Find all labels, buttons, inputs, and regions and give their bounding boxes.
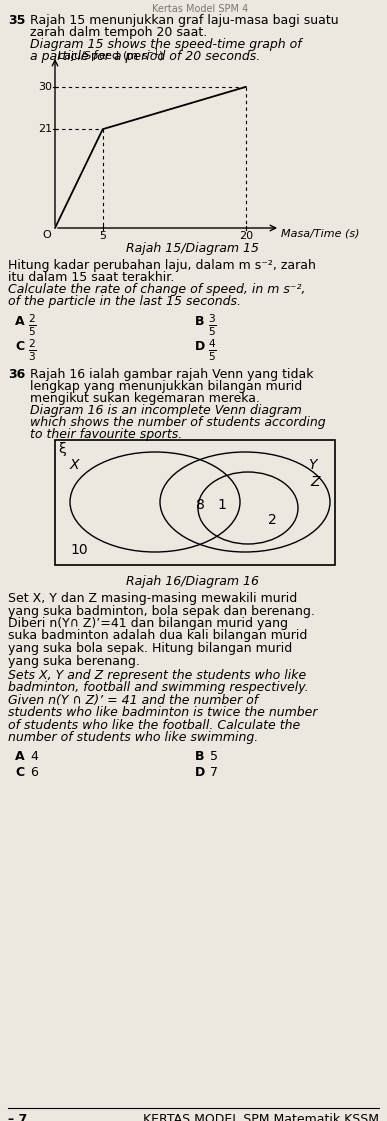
Text: 35: 35 [8,13,26,27]
Text: Masa/Time (s): Masa/Time (s) [281,229,360,239]
Text: of students who like the football. Calculate the: of students who like the football. Calcu… [8,719,300,732]
Text: to their favourite sports.: to their favourite sports. [30,428,182,441]
Text: KERTAS MODEL SPM Matematik KSSM: KERTAS MODEL SPM Matematik KSSM [143,1113,379,1121]
Text: lengkap yang menunjukkan bilangan murid: lengkap yang menunjukkan bilangan murid [30,380,302,393]
Text: 20: 20 [239,231,253,241]
Text: Z: Z [310,475,320,489]
Text: ξ: ξ [58,442,66,456]
Text: O: O [42,230,51,240]
Text: 8: 8 [195,498,204,512]
Text: C: C [15,766,24,779]
Text: B: B [195,315,204,328]
Text: A: A [15,315,25,328]
Text: 1: 1 [217,498,226,512]
Text: D: D [195,766,205,779]
Text: Y: Y [308,458,317,472]
Text: Diagram 15 shows the speed-time graph of: Diagram 15 shows the speed-time graph of [30,38,301,50]
Text: $\frac{4}{5}$: $\frac{4}{5}$ [208,337,217,362]
Text: D: D [195,340,205,353]
Text: Set X, Y dan Z masing-masing mewakili murid: Set X, Y dan Z masing-masing mewakili mu… [8,592,297,605]
Text: 10: 10 [70,543,87,557]
Text: a particle for a period of 20 seconds.: a particle for a period of 20 seconds. [30,50,260,63]
Text: itu dalam 15 saat terakhir.: itu dalam 15 saat terakhir. [8,271,174,284]
Text: 7: 7 [210,766,218,779]
Text: 36: 36 [8,368,25,381]
Text: $\frac{3}{5}$: $\frac{3}{5}$ [208,312,217,337]
Text: yang suka badminton, bola sepak dan berenang.: yang suka badminton, bola sepak dan bere… [8,604,315,618]
Text: Calculate the rate of change of speed, in m s⁻²,: Calculate the rate of change of speed, i… [8,282,305,296]
Text: which shows the number of students according: which shows the number of students accor… [30,416,325,429]
Text: Laju/Speed (m s$^{-1}$): Laju/Speed (m s$^{-1}$) [57,46,164,65]
Text: Kertas Model SPM 4: Kertas Model SPM 4 [152,4,248,13]
Text: Given n(Y ∩ Z)’ = 41 and the number of: Given n(Y ∩ Z)’ = 41 and the number of [8,694,258,707]
Text: Rajah 16/Diagram 16: Rajah 16/Diagram 16 [127,575,260,589]
Text: 5: 5 [99,231,106,241]
Text: X: X [70,458,79,472]
Text: Rajah 15/Diagram 15: Rajah 15/Diagram 15 [127,242,260,254]
Text: $\frac{2}{3}$: $\frac{2}{3}$ [28,337,37,362]
Text: B: B [195,750,204,763]
Text: Diagram 16 is an incomplete Venn diagram: Diagram 16 is an incomplete Venn diagram [30,404,302,417]
Text: Rajah 16 ialah gambar rajah Venn yang tidak: Rajah 16 ialah gambar rajah Venn yang ti… [30,368,313,381]
Text: 4: 4 [30,750,38,763]
Text: number of students who like swimming.: number of students who like swimming. [8,732,258,744]
Text: Diberi n(Y∩ Z)’=41 dan bilangan murid yang: Diberi n(Y∩ Z)’=41 dan bilangan murid ya… [8,617,288,630]
Text: A: A [15,750,25,763]
Text: 30: 30 [38,82,52,92]
Text: students who like badminton is twice the number: students who like badminton is twice the… [8,706,317,720]
Text: 5: 5 [210,750,218,763]
Text: Hitung kadar perubahan laju, dalam m s⁻², zarah: Hitung kadar perubahan laju, dalam m s⁻²… [8,259,316,272]
Text: 21: 21 [38,124,52,135]
Text: C: C [15,340,24,353]
Text: of the particle in the last 15 seconds.: of the particle in the last 15 seconds. [8,295,241,308]
Text: yang suka berenang.: yang suka berenang. [8,655,140,667]
Text: Sets X, Y and Z represent the students who like: Sets X, Y and Z represent the students w… [8,669,306,682]
Bar [55,441,335,565]
Text: $\frac{2}{5}$: $\frac{2}{5}$ [28,312,37,337]
Text: zarah dalm tempoh 20 saat.: zarah dalm tempoh 20 saat. [30,26,207,39]
Text: Rajah 15 menunjukkan graf laju-masa bagi suatu: Rajah 15 menunjukkan graf laju-masa bagi… [30,13,339,27]
Text: suka badminton adalah dua kali bilangan murid: suka badminton adalah dua kali bilangan … [8,630,307,642]
Text: 2: 2 [268,513,276,527]
Text: yang suka bola sepak. Hitung bilangan murid: yang suka bola sepak. Hitung bilangan mu… [8,642,292,655]
Text: badminton, football and swimming respectively.: badminton, football and swimming respect… [8,682,308,695]
Text: mengikut sukan kegemaran mereka.: mengikut sukan kegemaran mereka. [30,392,260,405]
Text: 6: 6 [30,766,38,779]
Text: – 7: – 7 [8,1113,27,1121]
